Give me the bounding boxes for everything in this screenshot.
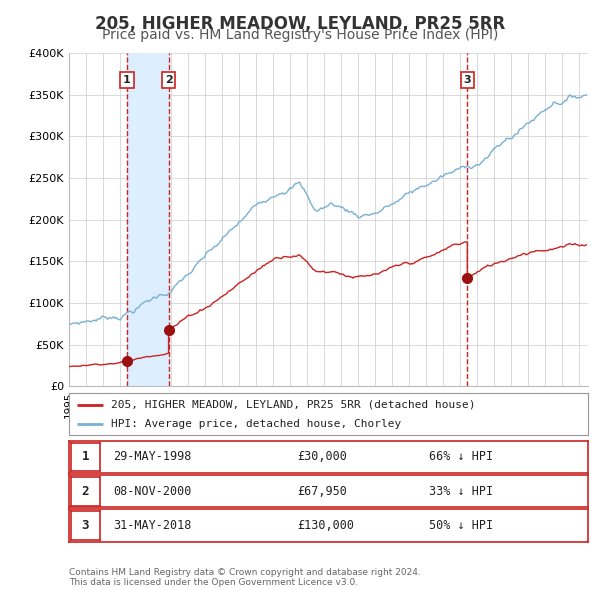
Text: 33% ↓ HPI: 33% ↓ HPI	[429, 484, 493, 498]
Text: £30,000: £30,000	[297, 450, 347, 464]
Text: 66% ↓ HPI: 66% ↓ HPI	[429, 450, 493, 464]
Text: 1: 1	[82, 450, 89, 464]
Text: 1: 1	[123, 75, 131, 85]
Text: 3: 3	[464, 75, 471, 85]
Text: Contains HM Land Registry data © Crown copyright and database right 2024.
This d: Contains HM Land Registry data © Crown c…	[69, 568, 421, 587]
Text: 205, HIGHER MEADOW, LEYLAND, PR25 5RR: 205, HIGHER MEADOW, LEYLAND, PR25 5RR	[95, 15, 505, 33]
Text: 29-MAY-1998: 29-MAY-1998	[113, 450, 191, 464]
Text: 50% ↓ HPI: 50% ↓ HPI	[429, 519, 493, 532]
Text: 2: 2	[164, 75, 172, 85]
Text: HPI: Average price, detached house, Chorley: HPI: Average price, detached house, Chor…	[110, 419, 401, 429]
Text: £67,950: £67,950	[297, 484, 347, 498]
Text: 31-MAY-2018: 31-MAY-2018	[113, 519, 191, 532]
Bar	[127, 53, 169, 386]
Text: Price paid vs. HM Land Registry's House Price Index (HPI): Price paid vs. HM Land Registry's House …	[102, 28, 498, 42]
Text: 3: 3	[82, 519, 89, 532]
Text: 2: 2	[82, 484, 89, 498]
Text: 205, HIGHER MEADOW, LEYLAND, PR25 5RR (detached house): 205, HIGHER MEADOW, LEYLAND, PR25 5RR (d…	[110, 400, 475, 410]
Text: £130,000: £130,000	[297, 519, 354, 532]
Text: 08-NOV-2000: 08-NOV-2000	[113, 484, 191, 498]
